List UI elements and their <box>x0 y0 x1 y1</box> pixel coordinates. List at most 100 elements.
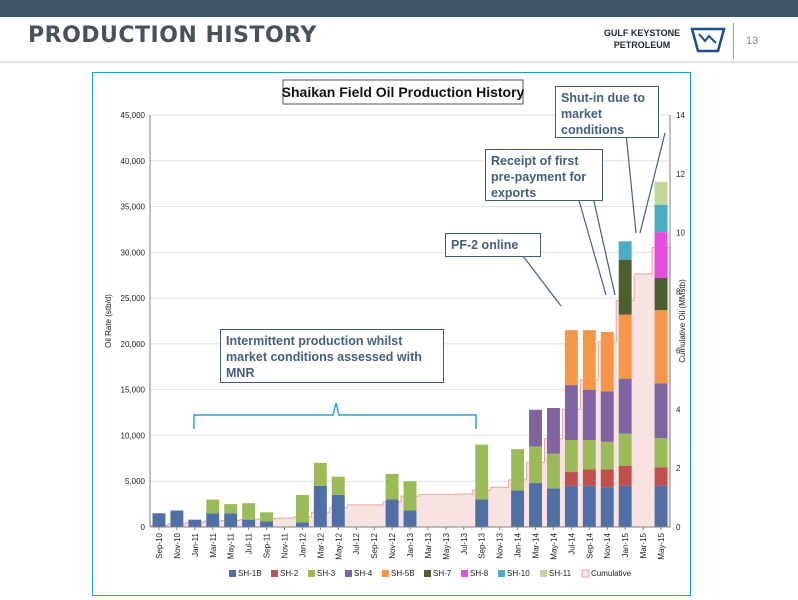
x-tick-label: Mar-12 <box>316 532 325 558</box>
bar-segment <box>654 310 668 384</box>
x-tick-label: Nov-14 <box>603 532 612 558</box>
bar-segment <box>582 469 596 486</box>
bar-segment <box>564 330 578 386</box>
y2-tick-label: 0 <box>676 523 681 532</box>
callout-pf2: PF-2 online <box>445 233 541 257</box>
bar-segment <box>529 409 542 447</box>
x-tick-label: Sep-14 <box>585 532 594 558</box>
bar-segment <box>618 378 632 434</box>
bar-segment <box>654 438 668 468</box>
bar-segment <box>385 473 399 500</box>
y2-tick-label: 8 <box>676 288 681 297</box>
legend-label: SH-11 <box>549 569 572 578</box>
y2-tick-label: 2 <box>676 464 681 473</box>
legend-label: SH-1B <box>238 569 262 578</box>
x-tick-label: Jan-15 <box>621 532 630 557</box>
bar-segment <box>403 510 417 527</box>
bar-segment <box>260 521 274 527</box>
bar-segment <box>206 513 220 527</box>
header-divider <box>733 23 734 59</box>
x-tick-label: Sep-10 <box>155 532 164 558</box>
bar-segment <box>564 472 578 486</box>
x-tick-label: May-12 <box>334 532 343 559</box>
bar-segment <box>600 469 614 488</box>
x-tick-label: Nov-11 <box>280 532 289 558</box>
legend-swatch <box>308 570 315 577</box>
x-tick-label: May-14 <box>549 532 558 559</box>
x-tick-label: May-13 <box>442 532 451 559</box>
x-tick-label: Sep-12 <box>370 532 379 558</box>
x-tick-label: Jul-12 <box>352 532 361 554</box>
bar-segment <box>529 446 542 484</box>
y2-axis-title: Cumulative Oil (MMstb) <box>678 279 687 363</box>
bar-segment <box>242 503 256 520</box>
x-tick-label: Mar-13 <box>424 532 433 558</box>
bar-segment <box>295 522 309 527</box>
bar-segment <box>331 476 345 495</box>
bar-segment <box>313 485 327 527</box>
prepayment-pointer <box>577 196 616 296</box>
bar-segment <box>511 449 525 491</box>
bar-segment <box>582 389 596 441</box>
x-tick-label: Jan-12 <box>298 532 307 557</box>
bar-segment <box>654 181 668 205</box>
bar-segment <box>403 481 417 511</box>
pf2-pointer <box>522 255 562 307</box>
y-tick-label: 25,000 <box>121 294 146 303</box>
y-tick-label: 0 <box>141 523 146 532</box>
top-bar <box>0 0 798 17</box>
chart-title: Shaikan Field Oil Production History <box>282 84 525 100</box>
bar-segment <box>600 487 614 527</box>
bar-segment <box>170 510 184 527</box>
bar-segment <box>654 232 668 278</box>
bar-segment <box>224 513 238 527</box>
intermittent-bracket <box>193 402 477 429</box>
y-tick-label: 30,000 <box>121 248 146 257</box>
bar-segment <box>618 433 632 466</box>
page-title: PRODUCTION HISTORY <box>28 23 317 48</box>
y2-tick-label: 4 <box>676 405 681 414</box>
y2-tick-label: 14 <box>676 111 685 120</box>
legend-label: SH-7 <box>433 569 452 578</box>
x-tick-label: Jul-14 <box>567 532 576 554</box>
legend-swatch <box>345 570 352 577</box>
header-rule <box>0 61 798 63</box>
x-tick-label: Nov-12 <box>388 532 397 558</box>
bar-segment <box>529 483 542 527</box>
chart-title-box <box>282 79 524 105</box>
bar-segment <box>475 444 489 500</box>
x-tick-label: Mar-14 <box>532 532 541 558</box>
bar-segment <box>546 453 560 489</box>
legend-swatch <box>271 570 278 577</box>
logo-line-2: PETROLEUM <box>613 40 671 50</box>
bar-segment <box>564 440 578 473</box>
bar-segment <box>564 485 578 527</box>
y-tick-label: 15,000 <box>121 386 146 395</box>
slide-header: PRODUCTION HISTORY GULF KEYSTONE PETROLE… <box>0 17 798 61</box>
legend-label: SH-4 <box>354 569 373 578</box>
logo-line-1: GULF KEYSTONE <box>603 28 681 38</box>
legend-label: SH-5B <box>391 569 415 578</box>
bar-segment <box>618 314 632 379</box>
bar-segment <box>582 330 596 390</box>
x-tick-label: May-11 <box>227 532 236 559</box>
x-tick-label: Jan-13 <box>406 532 415 557</box>
bar-segment <box>654 204 668 233</box>
y-tick-label: 5,000 <box>125 477 146 486</box>
bar-segment <box>600 331 614 392</box>
bar-segment <box>618 241 632 260</box>
shutin-pointer <box>625 132 666 234</box>
callout-shutin: Shut-in due to market conditions <box>555 86 659 138</box>
y2-tick-label: 6 <box>676 346 681 355</box>
bar-segment <box>511 490 525 527</box>
bar-segment <box>242 519 256 527</box>
y-tick-label: 10,000 <box>121 431 146 440</box>
x-tick-label: Jan-11 <box>191 532 200 556</box>
bar-segment <box>313 462 327 486</box>
x-tick-label: Jul-11 <box>245 532 254 554</box>
x-tick-label: Jul-13 <box>460 532 469 554</box>
x-tick-label: Nov-13 <box>496 532 505 558</box>
callout-prepayment: Receipt of first pre-payment for exports <box>485 149 603 201</box>
y2-tick-label: 10 <box>676 229 685 238</box>
x-tick-label: Nov-10 <box>173 532 182 558</box>
